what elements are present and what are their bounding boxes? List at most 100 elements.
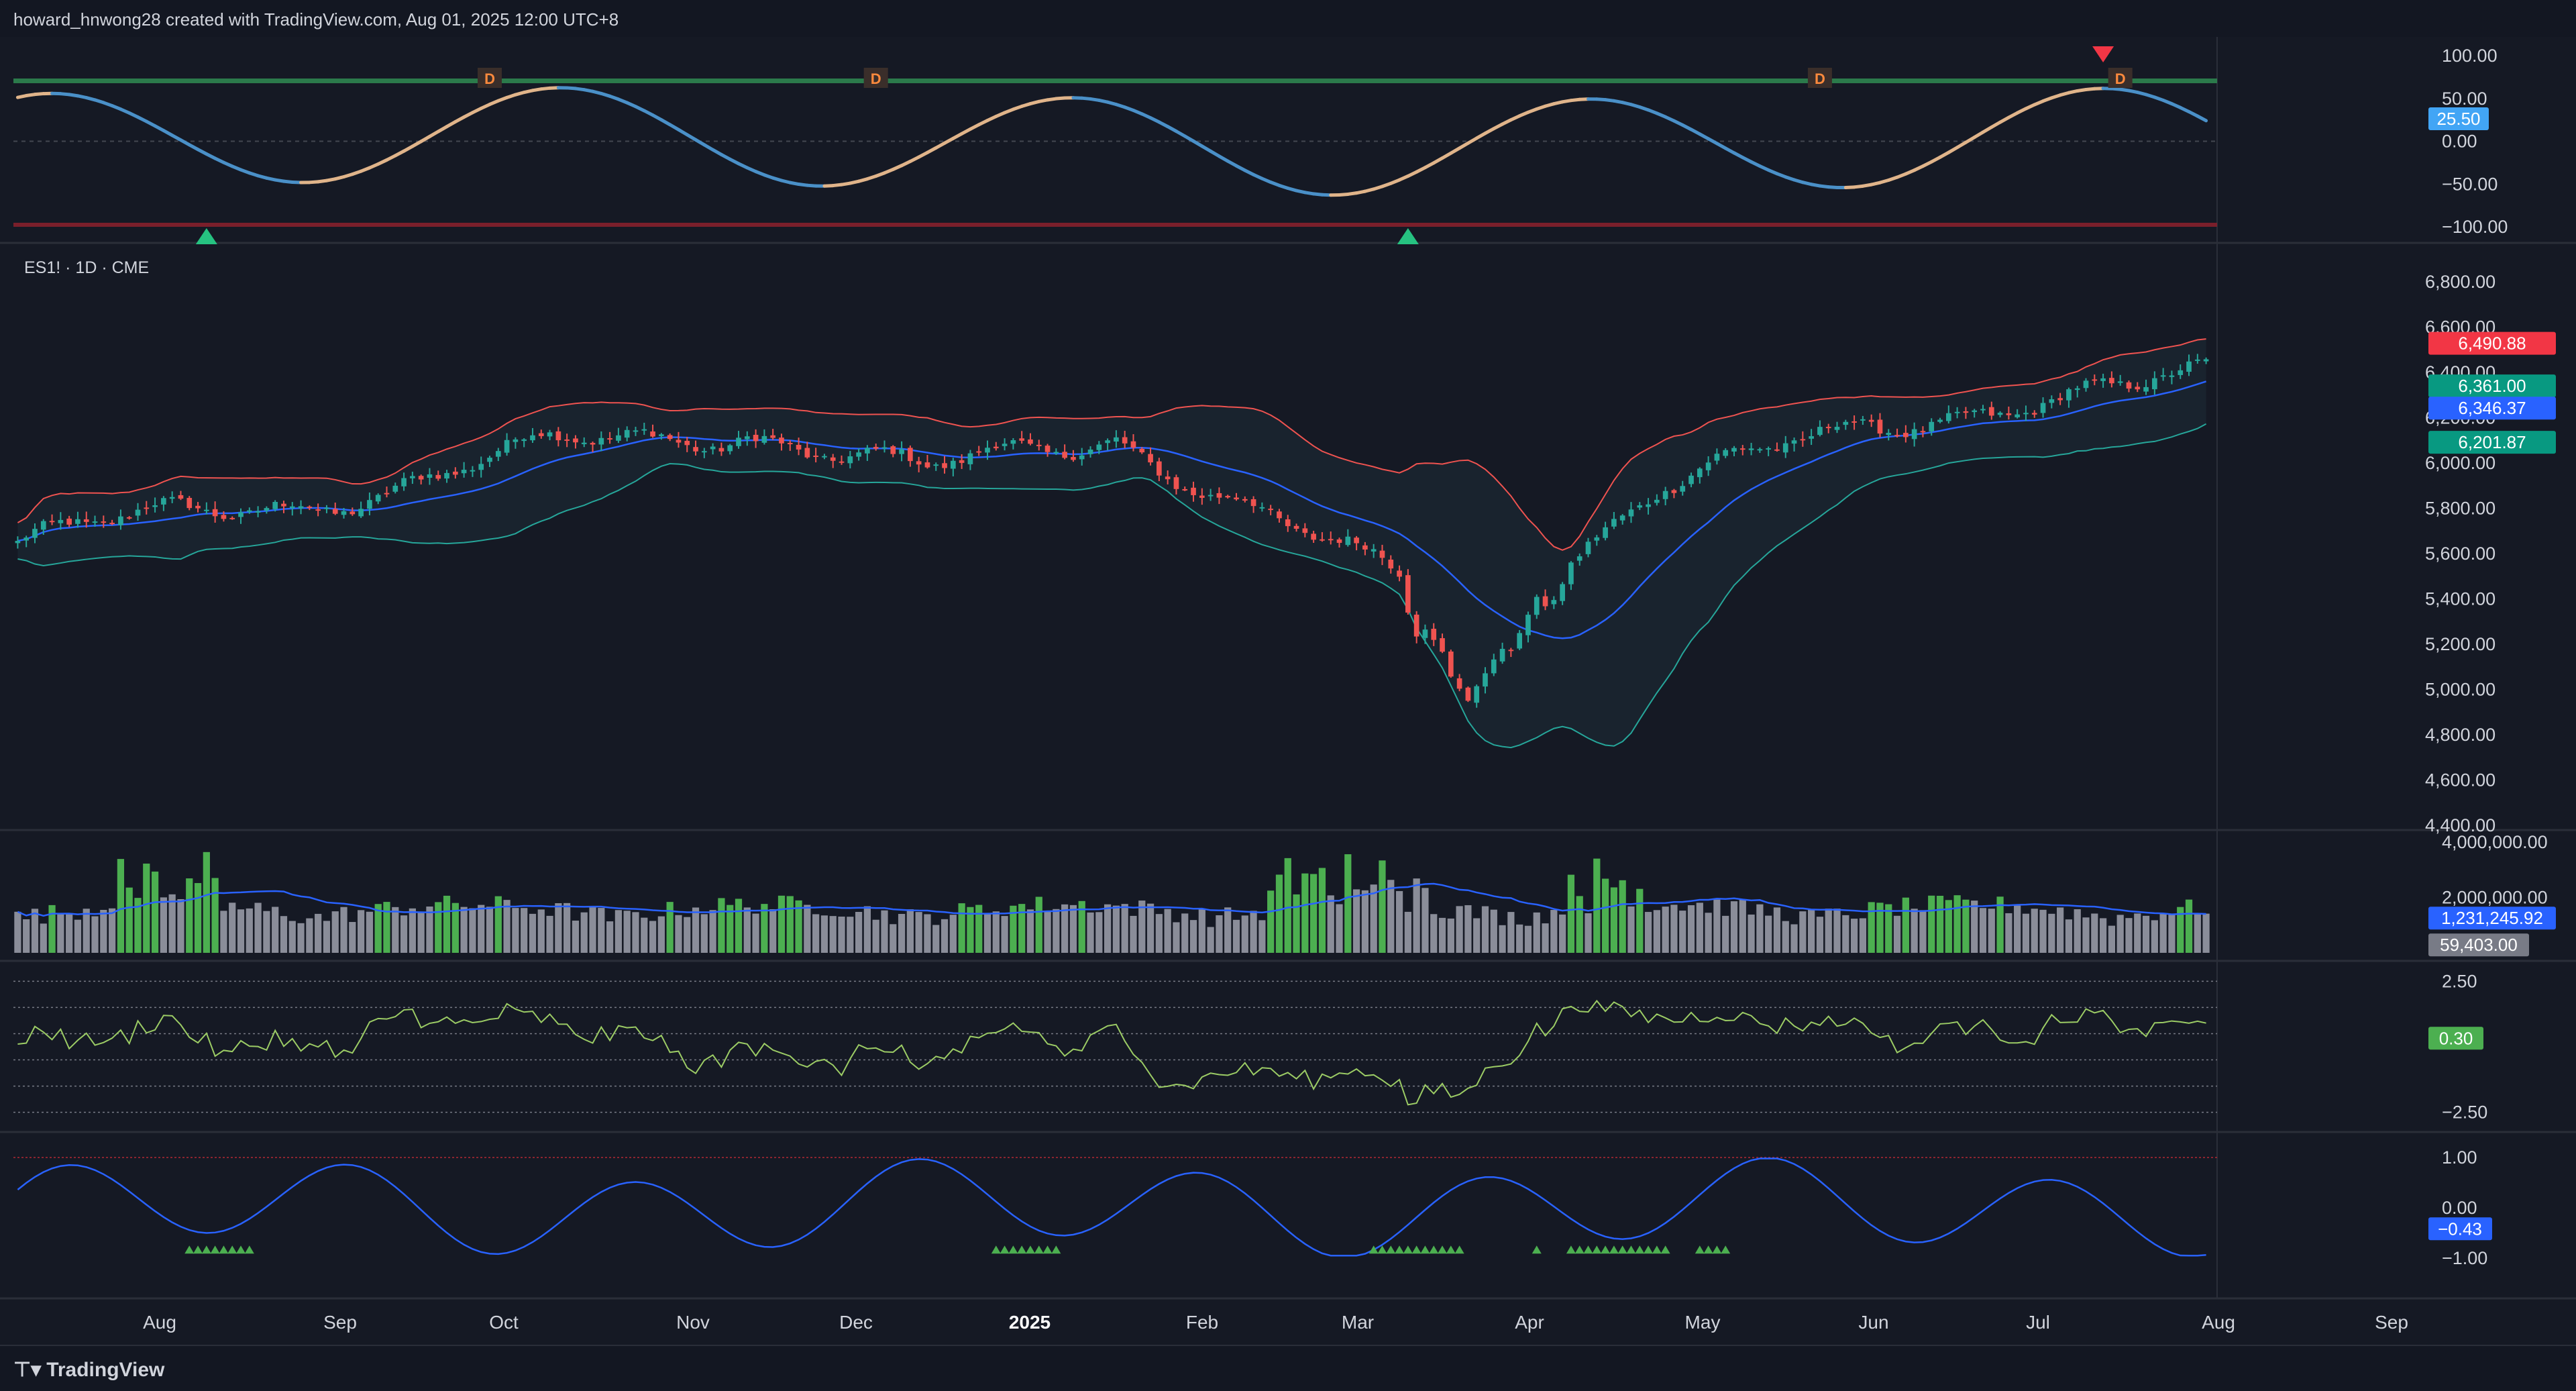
candle-body bbox=[1440, 638, 1445, 652]
volume-bar bbox=[2143, 916, 2149, 953]
candle-body bbox=[1860, 419, 1866, 421]
candle-body bbox=[1036, 445, 1042, 446]
price-label-text: 6,361.00 bbox=[2458, 376, 2526, 396]
candle-body bbox=[676, 440, 682, 442]
candle-body bbox=[178, 495, 184, 499]
candle-body bbox=[1989, 407, 1994, 416]
candle-body bbox=[899, 449, 904, 454]
volume-bar bbox=[1328, 895, 1334, 953]
volume-bar bbox=[1953, 895, 1960, 953]
volume-bar bbox=[804, 905, 810, 953]
volume-bar bbox=[658, 917, 665, 953]
candle-body bbox=[1869, 420, 1874, 422]
volume-bar bbox=[1937, 896, 1943, 953]
candle-body bbox=[667, 435, 673, 439]
candle-body bbox=[985, 448, 990, 452]
candle-body bbox=[1217, 493, 1222, 498]
candle-body bbox=[1062, 452, 1067, 458]
candle-body bbox=[951, 461, 956, 469]
stoch-signal-triangle bbox=[1026, 1245, 1035, 1253]
candle-body bbox=[2178, 370, 2183, 375]
volume-bar bbox=[1542, 923, 1548, 953]
volume-bar bbox=[297, 923, 304, 953]
bollinger-bands bbox=[17, 339, 2206, 748]
candle-body bbox=[1466, 688, 1471, 701]
candle-body bbox=[470, 470, 476, 472]
volume-bar bbox=[400, 915, 407, 953]
candle-body bbox=[1568, 562, 1574, 584]
wave-axis-tick: 100.00 bbox=[2442, 46, 2498, 66]
stoch-signal-triangle bbox=[1043, 1245, 1053, 1253]
candle-body bbox=[779, 437, 784, 444]
volume-bar bbox=[2014, 906, 2021, 953]
candle-body bbox=[762, 436, 767, 443]
volume-bar bbox=[847, 917, 853, 953]
candle-body bbox=[1182, 489, 1187, 491]
candle-body bbox=[2169, 376, 2175, 377]
volume-bar bbox=[1113, 906, 1120, 953]
candle-body bbox=[2006, 413, 2012, 415]
volume-bar bbox=[1190, 920, 1197, 953]
volume-bar bbox=[1988, 909, 1995, 953]
volume-bar bbox=[14, 912, 21, 953]
sell-signal-marker bbox=[2092, 46, 2114, 62]
volume-bar bbox=[2091, 913, 2098, 953]
candle-body bbox=[350, 511, 355, 514]
price-pane-title: ES1! · 1D · CME bbox=[24, 258, 149, 277]
candle-body bbox=[2015, 415, 2020, 417]
volume-bar bbox=[1602, 879, 1609, 953]
stoch-signal-triangle bbox=[1403, 1245, 1413, 1253]
candle-body bbox=[1955, 412, 1960, 413]
volume-bar bbox=[855, 912, 862, 953]
volume-bar bbox=[1491, 910, 1497, 953]
stoch-signal-triangle bbox=[1566, 1245, 1576, 1253]
volume-bar bbox=[701, 914, 708, 953]
candle-body bbox=[504, 440, 510, 453]
stoch-signal-triangle bbox=[1695, 1245, 1705, 1253]
stoch-signal-triangle bbox=[1369, 1245, 1379, 1253]
candle-body bbox=[1964, 411, 1969, 413]
stoch-signal-triangle bbox=[1712, 1245, 1721, 1253]
volume-bar bbox=[57, 913, 64, 953]
candle-body bbox=[1105, 440, 1110, 443]
tradingview-logo[interactable]: ⊤▾TradingView bbox=[13, 1358, 164, 1382]
volume-bar bbox=[195, 883, 201, 953]
volume-bar bbox=[821, 915, 828, 953]
divergence-text: D bbox=[484, 70, 495, 87]
volume-bar bbox=[1379, 860, 1385, 953]
volume-bar bbox=[1705, 913, 1711, 953]
volume-bar bbox=[752, 914, 759, 953]
volume-bar bbox=[2134, 913, 2141, 953]
candle-body bbox=[633, 430, 639, 431]
volume-bar bbox=[40, 923, 47, 953]
volume-bar bbox=[1165, 909, 1171, 953]
candle-body bbox=[882, 448, 888, 449]
candle-body bbox=[2075, 389, 2080, 390]
candle-body bbox=[539, 433, 544, 436]
candle-body bbox=[1474, 686, 1479, 703]
volume-bar bbox=[1482, 907, 1489, 953]
volume-last-label: 59,403.00 bbox=[2428, 933, 2529, 956]
price-axis-tick: 6,800.00 bbox=[2425, 272, 2496, 292]
candle-body bbox=[32, 529, 38, 537]
candle-body bbox=[1122, 437, 1128, 444]
volume-bar bbox=[143, 864, 150, 953]
candle-body bbox=[1242, 499, 1248, 501]
volume-bar bbox=[66, 913, 72, 953]
candle-body bbox=[247, 511, 252, 512]
stoch-last-label: −0.43 bbox=[2428, 1217, 2492, 1240]
volume-bar bbox=[409, 909, 416, 953]
volume-bar bbox=[366, 912, 373, 953]
volume-bar bbox=[1697, 903, 1703, 953]
candle-body bbox=[1277, 511, 1282, 518]
candle-body bbox=[1603, 527, 1608, 538]
volume-bar bbox=[606, 921, 613, 953]
volume-bar bbox=[2168, 915, 2175, 953]
candle-body bbox=[1758, 449, 1763, 450]
candle-body bbox=[1199, 496, 1205, 498]
candle-body bbox=[1320, 539, 1325, 541]
volume-bar bbox=[521, 908, 527, 953]
candle-body bbox=[1637, 505, 1642, 507]
chart-svg[interactable]: ES1! · 1D · CME6,800.006,600.006,400.006… bbox=[0, 37, 2576, 1345]
